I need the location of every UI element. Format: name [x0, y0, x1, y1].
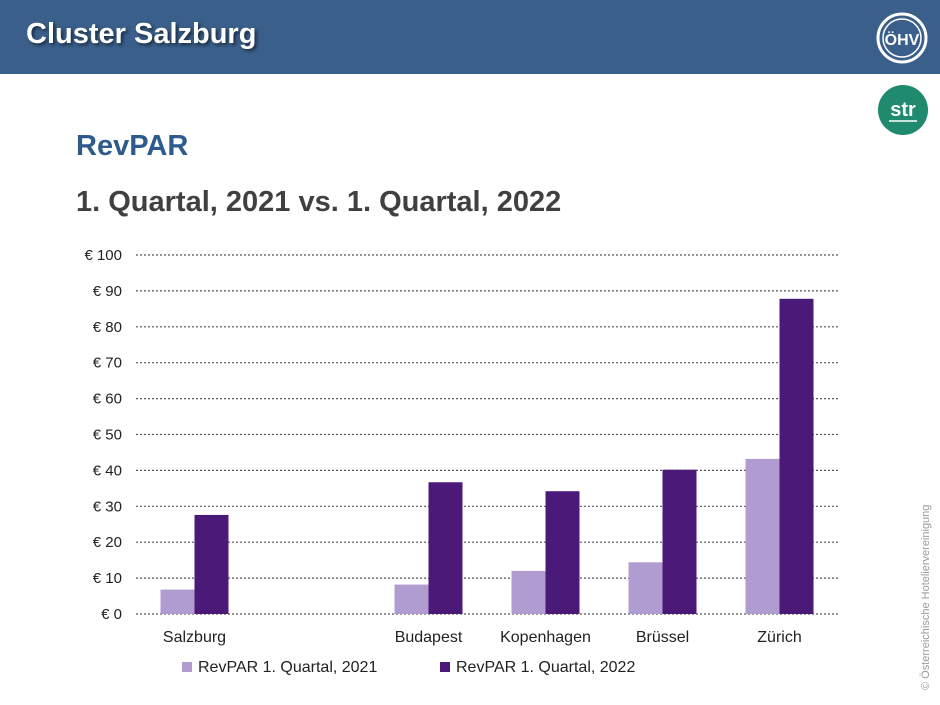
x-tick-label: Zürich	[757, 629, 801, 646]
y-tick-label: € 10	[93, 570, 122, 587]
y-tick-label: € 100	[84, 247, 122, 264]
bar-2021-salzburg	[160, 589, 195, 614]
chart-title: 1. Quartal, 2021 vs. 1. Quartal, 2022	[76, 186, 562, 218]
y-tick-label: € 50	[93, 427, 122, 444]
ohv-logo-text: ÖHV	[885, 30, 920, 49]
y-tick-label: € 40	[93, 462, 122, 479]
bar-2022-kopenhagen	[545, 491, 580, 614]
y-tick-label: € 60	[93, 391, 122, 408]
y-tick-label: € 70	[93, 355, 122, 372]
x-tick-label: Budapest	[395, 629, 463, 646]
y-tick-label: € 0	[101, 606, 122, 623]
bar-2021-brüssel	[628, 562, 663, 614]
legend-swatch	[440, 662, 450, 672]
y-tick-label: € 30	[93, 498, 122, 515]
legend-swatch	[182, 662, 192, 672]
copyright-notice: © Österreichische Hoteliervereinigung	[920, 504, 932, 690]
y-tick-label: € 90	[93, 283, 122, 300]
y-tick-label: € 80	[93, 319, 122, 336]
bar-2021-zürich	[745, 458, 780, 614]
x-tick-label: Brüssel	[636, 629, 689, 646]
section-title: RevPAR	[76, 130, 189, 162]
str-logo: str	[878, 85, 928, 135]
header-bar: Cluster Salzburg ÖHV	[0, 0, 940, 74]
x-tick-label: Kopenhagen	[500, 629, 591, 646]
bar-2022-budapest	[428, 482, 463, 614]
legend-label: RevPAR 1. Quartal, 2022	[456, 659, 635, 676]
bar-2021-budapest	[394, 584, 429, 614]
bar-2022-brüssel	[662, 469, 697, 614]
x-tick-label: Salzburg	[163, 629, 226, 646]
str-logo-text: str	[890, 99, 916, 121]
y-tick-label: € 20	[93, 534, 122, 551]
ohv-logo: ÖHV	[876, 12, 928, 64]
bar-2022-salzburg	[194, 514, 229, 614]
bar-2022-zürich	[779, 298, 814, 614]
bar-2021-kopenhagen	[511, 570, 546, 614]
header-title: Cluster Salzburg	[26, 18, 257, 50]
legend-label: RevPAR 1. Quartal, 2021	[198, 659, 377, 676]
